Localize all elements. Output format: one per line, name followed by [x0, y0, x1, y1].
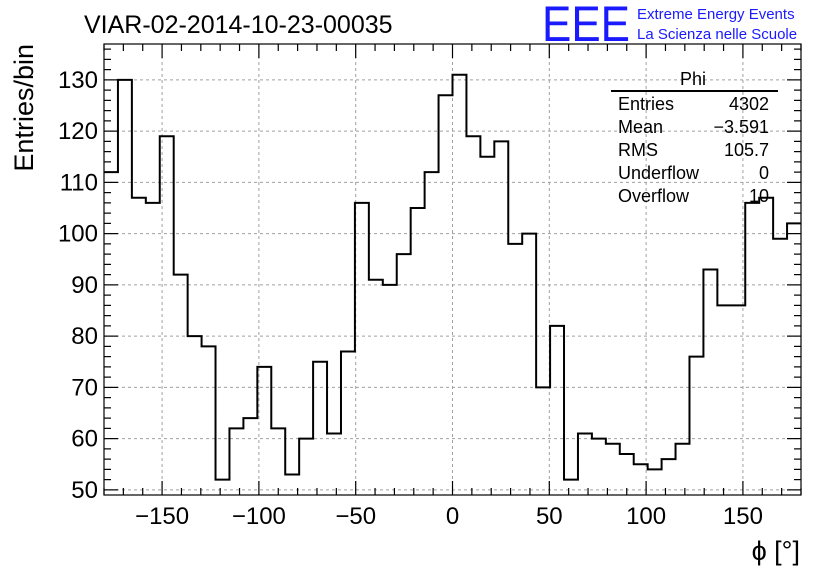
stats-value-rms: 105.7	[724, 140, 769, 160]
stats-value-mean: −3.591	[713, 117, 769, 137]
y-tick-label: 50	[71, 477, 98, 504]
x-tick-labels: −150 −100 −50 0 50 100 150	[135, 503, 763, 530]
chart-title: VIAR-02-2014-10-23-00035	[84, 11, 393, 39]
x-tick-label: −50	[335, 503, 376, 530]
y-tick-label: 110	[60, 169, 98, 196]
y-tick-label: 80	[71, 323, 98, 350]
y-tick-label: 70	[71, 374, 98, 401]
logo-line-1: Extreme Energy Events	[637, 6, 795, 23]
stats-label-mean: Mean	[618, 117, 663, 137]
logo-line-2: La Scienza nelle Scuole	[637, 26, 797, 43]
x-tick-label: 50	[536, 503, 563, 530]
x-tick-label: −150	[135, 503, 189, 530]
stats-value-overflow: 10	[749, 186, 769, 206]
stats-label-rms: RMS	[618, 140, 658, 160]
grid-lines	[104, 44, 801, 495]
stats-value-underflow: 0	[759, 163, 769, 183]
stats-value-entries: 4302	[729, 94, 769, 114]
x-tick-label: 150	[723, 503, 763, 530]
x-tick-label: 100	[626, 503, 666, 530]
histogram-outline	[104, 73, 801, 481]
stats-label-underflow: Underflow	[618, 163, 700, 183]
x-tick-label: −100	[232, 503, 286, 530]
stats-label-entries: Entries	[618, 94, 674, 114]
stats-label-overflow: Overflow	[618, 186, 690, 206]
y-tick-label: 100	[58, 221, 98, 248]
y-tick-label: 90	[71, 272, 98, 299]
y-axis-label: Entries/bin	[9, 44, 39, 172]
axis-ticks	[103, 44, 802, 495]
eee-logo-mark: EEE	[542, 0, 630, 52]
y-tick-label: 120	[58, 118, 98, 145]
stats-box: Phi Entries 4302 Mean −3.591 RMS 105.7 U…	[611, 69, 778, 206]
y-tick-label: 130	[58, 67, 98, 94]
x-tick-label: 0	[446, 503, 459, 530]
stats-box-title: Phi	[680, 69, 706, 89]
x-axis-label: ϕ [°]	[752, 536, 800, 566]
y-tick-labels: 50 60 70 80 90 100 110 120 130	[58, 67, 98, 504]
y-tick-label: 60	[71, 426, 98, 453]
